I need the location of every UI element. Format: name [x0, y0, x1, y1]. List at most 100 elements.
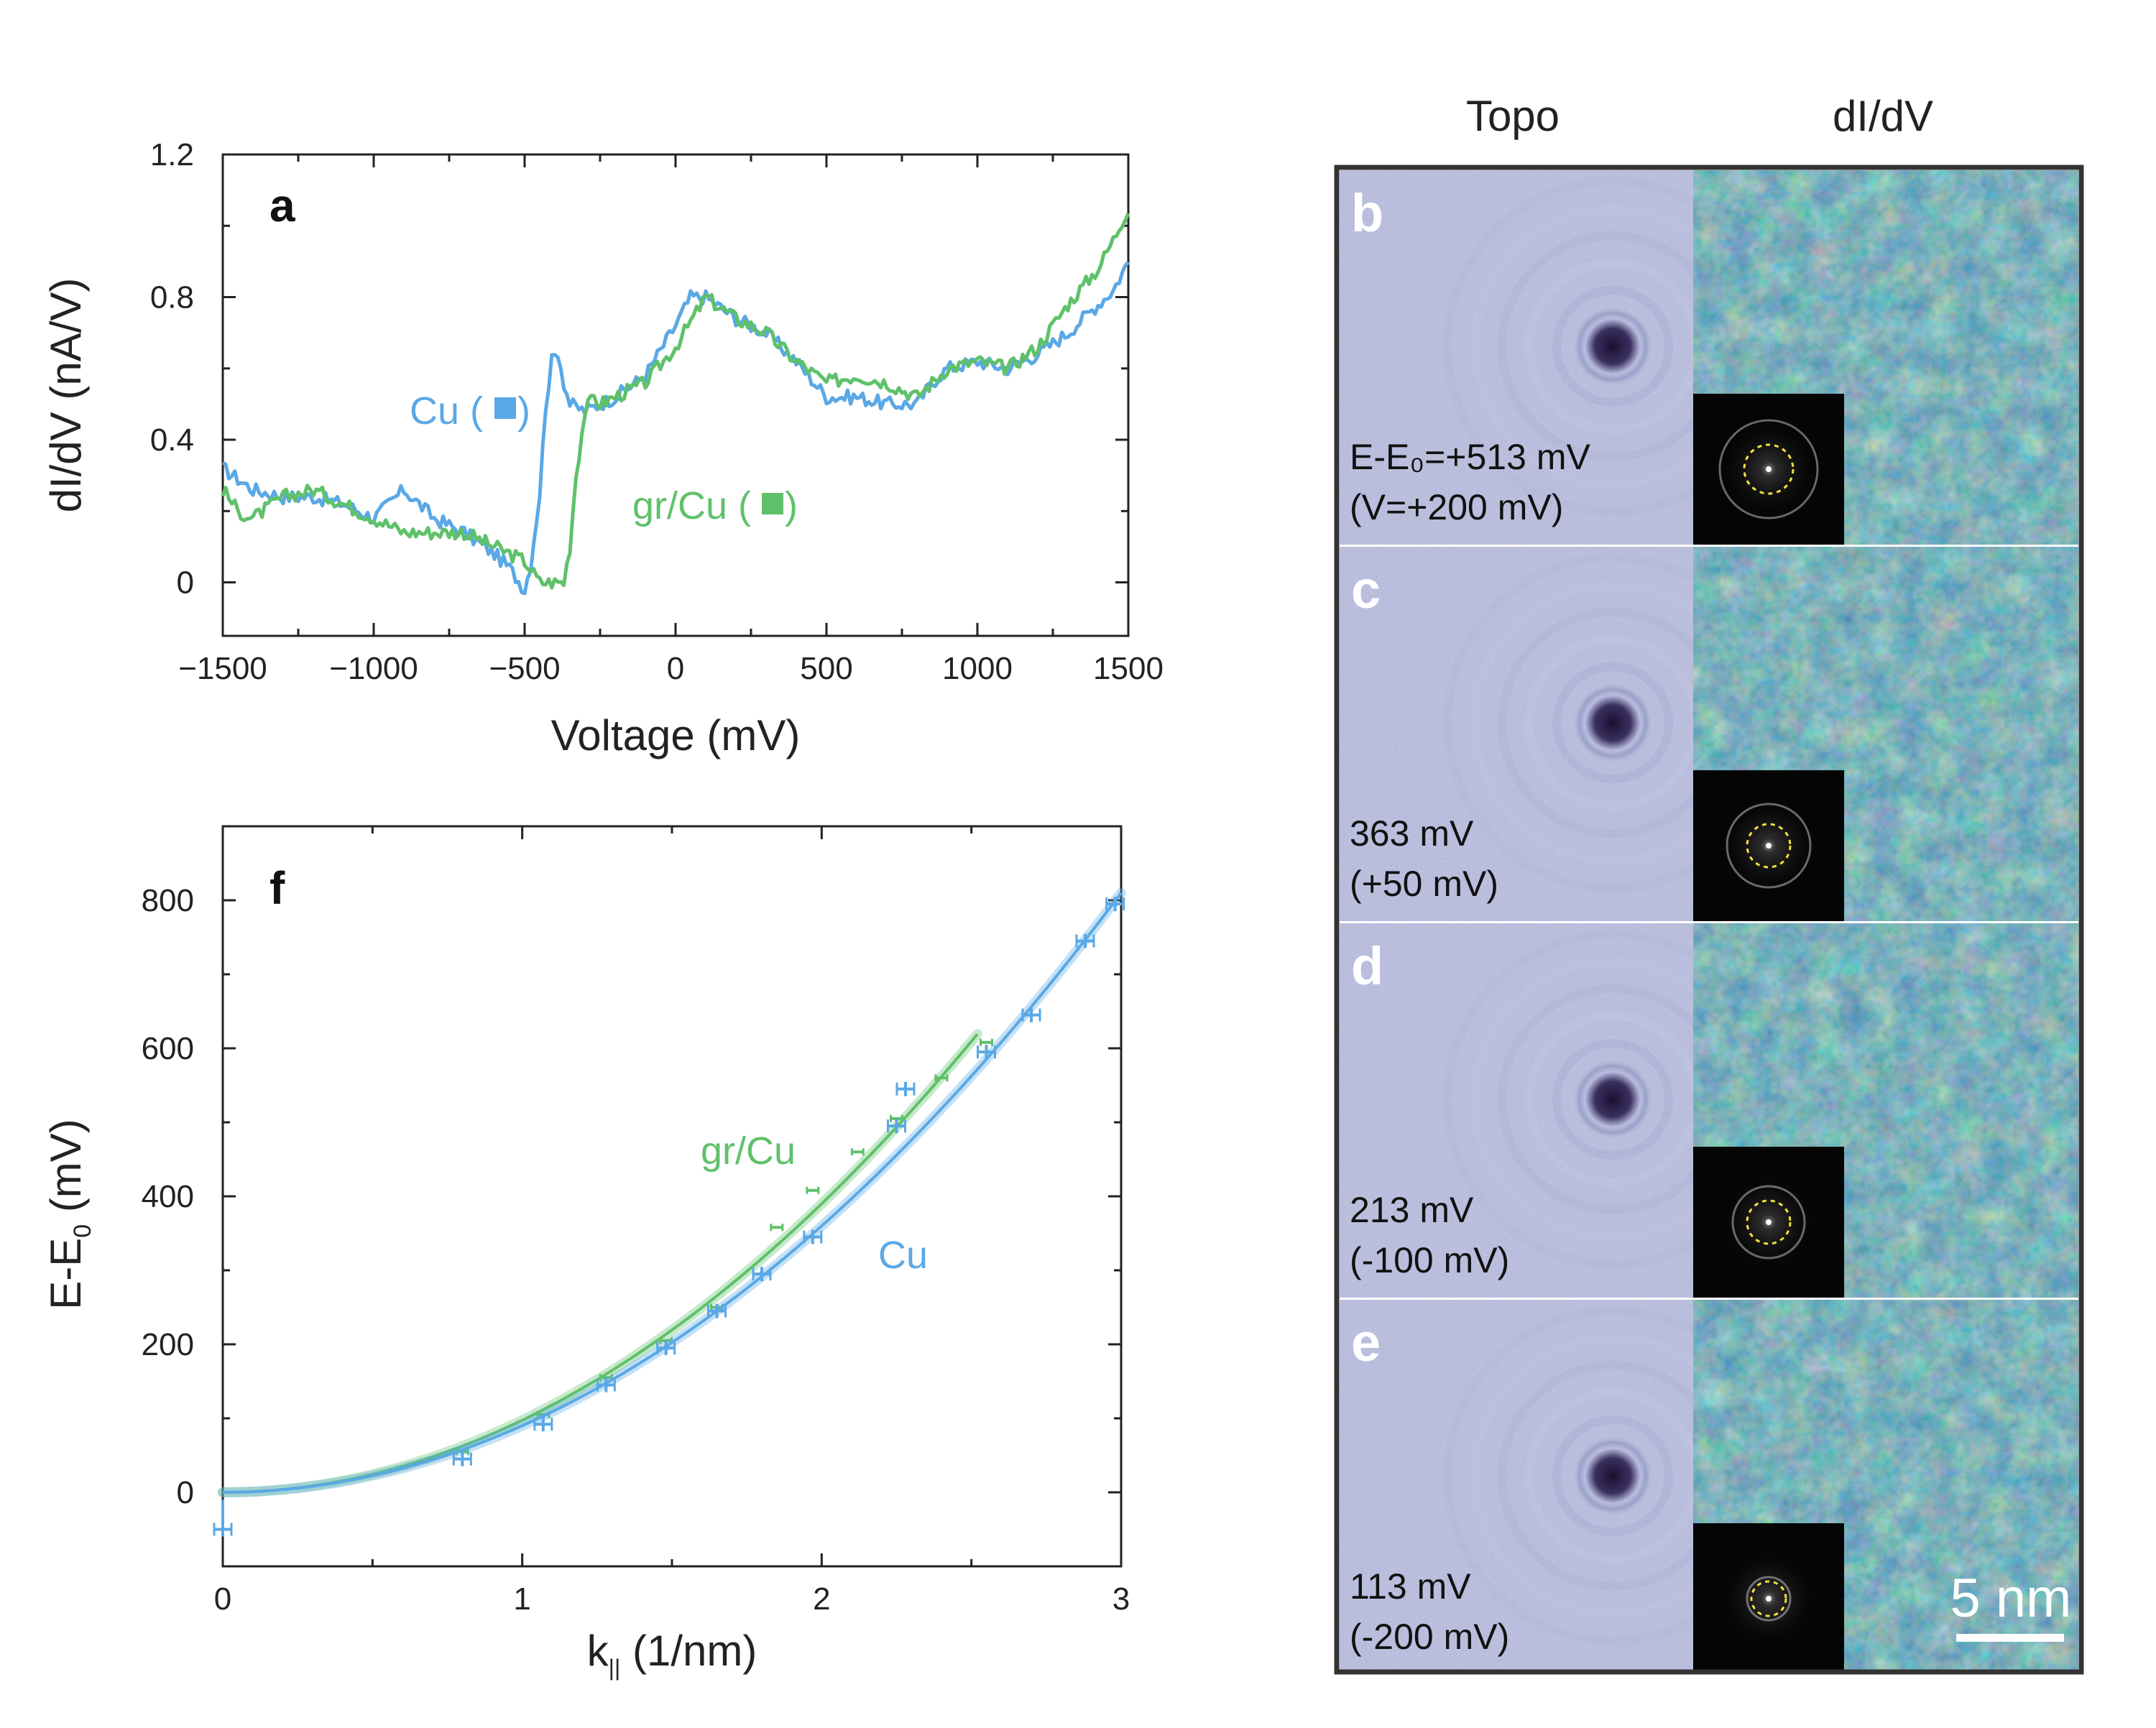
fft-dashed-circle: [1746, 823, 1792, 869]
x-tick-label: 0: [667, 651, 684, 686]
image-row-c: c 363 mV (+50 mV): [1340, 547, 2078, 921]
annotation-grcu: gr/Cu: [701, 1129, 796, 1173]
image-rows: b E-E₀=+513 mV (V=+200 mV) c 363 mV (+50 mV) d…: [1340, 170, 2078, 1674]
topo-ripple: [1552, 1415, 1673, 1536]
image-grid-frame: [1334, 165, 2084, 1675]
x-tick-label: 1: [513, 1581, 530, 1617]
row-bias-b: (V=+200 mV): [1350, 487, 1563, 527]
y-tick-label: 0.8: [150, 280, 194, 315]
x-tick-label: −1500: [178, 651, 267, 686]
y-tick-label: 800: [142, 883, 194, 918]
topo-defect: [1573, 683, 1652, 762]
x-tick-label: 3: [1112, 1581, 1130, 1617]
fft-dashed-circle: [1750, 1580, 1787, 1617]
series-line-cu: [221, 261, 1130, 596]
fft-ring: [1718, 419, 1819, 519]
row-bias-d: (-100 mV): [1350, 1240, 1509, 1280]
column-header-topo: Topo: [1466, 92, 1560, 140]
scale-bar: 5 nm: [1950, 1568, 2072, 1642]
topo-ripple: [1552, 662, 1673, 783]
y-tick-label: 0.4: [150, 422, 194, 458]
legend-grcu-close: ): [785, 484, 798, 527]
panel-f-y-axis-label-rest: (mV): [42, 1119, 90, 1224]
panel-a-series: [221, 212, 1130, 596]
scale-bar-label: 5 nm: [1950, 1568, 2072, 1629]
panel-a-label: a: [270, 180, 295, 231]
x-tick-label: 2: [813, 1581, 830, 1617]
row-energy-d: 213 mV: [1350, 1190, 1474, 1230]
panel-f-x-axis-label-main: k: [587, 1627, 609, 1675]
fft-dashed-circle: [1743, 443, 1795, 495]
topo-defect: [1573, 1060, 1652, 1139]
topo-defect: [1573, 1436, 1652, 1515]
y-tick-label: 1.2: [150, 137, 194, 172]
legend-cu-label: Cu (: [410, 389, 483, 433]
panel-f-label: f: [270, 862, 285, 914]
fit-line-grcu: [223, 1033, 979, 1494]
row-bias-e: (-200 mV): [1350, 1617, 1509, 1657]
row-bias-c: (+50 mV): [1350, 864, 1498, 904]
y-tick-label: 0: [177, 565, 194, 601]
panel-f-axes: 0 1 2 3 0 200 400 600 800: [142, 826, 1130, 1617]
image-row-e: e 113 mV (-200 mV): [1340, 1300, 2078, 1674]
legend-grcu-swatch: [762, 493, 783, 514]
y-tick-label: 0: [177, 1475, 194, 1510]
legend-cu-swatch: [494, 397, 516, 419]
x-tick-label: 1000: [942, 651, 1013, 686]
topo-ripple: [1552, 1039, 1673, 1160]
row-label-b: b: [1351, 183, 1383, 243]
panel-f-series: [213, 887, 1126, 1537]
y-tick-label: 600: [142, 1031, 194, 1066]
fft-center-dot: [1766, 843, 1772, 849]
y-tick-label: 400: [142, 1179, 194, 1214]
column-header-didv: dI/dV: [1833, 92, 1933, 140]
topo-ripple: [1552, 286, 1673, 407]
panel-a-axes: −1500 −1000 −500 0 500 1000 1500 0 0.4 0.8 1.2: [150, 137, 1164, 686]
x-tick-label: −500: [489, 651, 560, 686]
row-energy-c: 363 mV: [1350, 813, 1474, 854]
fft-center-dot: [1766, 1596, 1772, 1602]
scale-bar-line: [1956, 1634, 2064, 1642]
image-row-b: b E-E₀=+513 mV (V=+200 mV): [1340, 170, 2078, 545]
legend-grcu-label: gr/Cu (: [632, 484, 751, 527]
x-tick-label: −1000: [329, 651, 418, 686]
x-tick-label: 1500: [1093, 651, 1164, 686]
row-label-c: c: [1351, 560, 1381, 619]
panel-f-y-axis-label-main: E-E: [42, 1238, 90, 1310]
panel-a-y-axis-label: dI/dV (nA/V): [42, 278, 90, 513]
image-grid: Topo dI/dV b E-E₀=+513 mV (V=+200 mV) c 363 …: [1334, 92, 2084, 1675]
row-energy-e: 113 mV: [1350, 1566, 1471, 1607]
panel-f-x-axis-label-rest: (1/nm): [620, 1627, 757, 1675]
fft-ring: [1731, 1185, 1806, 1260]
legend-grcu: gr/Cu ( ): [632, 484, 798, 527]
topo-defect: [1573, 307, 1652, 386]
panel-a-chart: a −1500 −1000 −500 0 500 1000 1500 0 0.4 0.8 1.2 V…: [42, 137, 1164, 759]
annotation-cu: Cu: [878, 1234, 928, 1277]
fft-center-dot: [1766, 466, 1772, 472]
panel-a-x-axis-label: Voltage (mV): [551, 711, 801, 759]
row-label-d: d: [1351, 936, 1383, 996]
y-tick-label: 200: [142, 1327, 194, 1362]
fit-band-grcu: [218, 1029, 982, 1497]
x-tick-label: 500: [800, 651, 852, 686]
panel-f-y-axis-label-sub: 0: [69, 1224, 96, 1238]
panel-f-y-axis-label: E-E0 (mV): [42, 1119, 96, 1310]
fft-center-dot: [1766, 1219, 1772, 1225]
legend-cu-close: ): [517, 389, 530, 433]
fft-ring: [1746, 1576, 1792, 1622]
fft-dashed-circle: [1746, 1199, 1792, 1245]
panel-a-plot-frame: [221, 153, 1130, 637]
row-energy-b: E-E₀=+513 mV: [1350, 437, 1590, 477]
fit-band-cu: [218, 887, 1126, 1497]
fft-ring: [1726, 803, 1812, 889]
panel-f-x-axis-label: k|| (1/nm): [587, 1627, 757, 1681]
row-label-e: e: [1351, 1313, 1381, 1372]
panel-f-plot-frame: [221, 825, 1123, 1568]
panel-f-x-axis-label-sub: ||: [609, 1655, 621, 1681]
legend-cu: Cu ( ): [410, 389, 530, 433]
x-tick-label: 0: [214, 1581, 231, 1617]
series-line-grcu: [221, 212, 1130, 590]
image-row-d: d 213 mV (-100 mV): [1340, 923, 2078, 1298]
